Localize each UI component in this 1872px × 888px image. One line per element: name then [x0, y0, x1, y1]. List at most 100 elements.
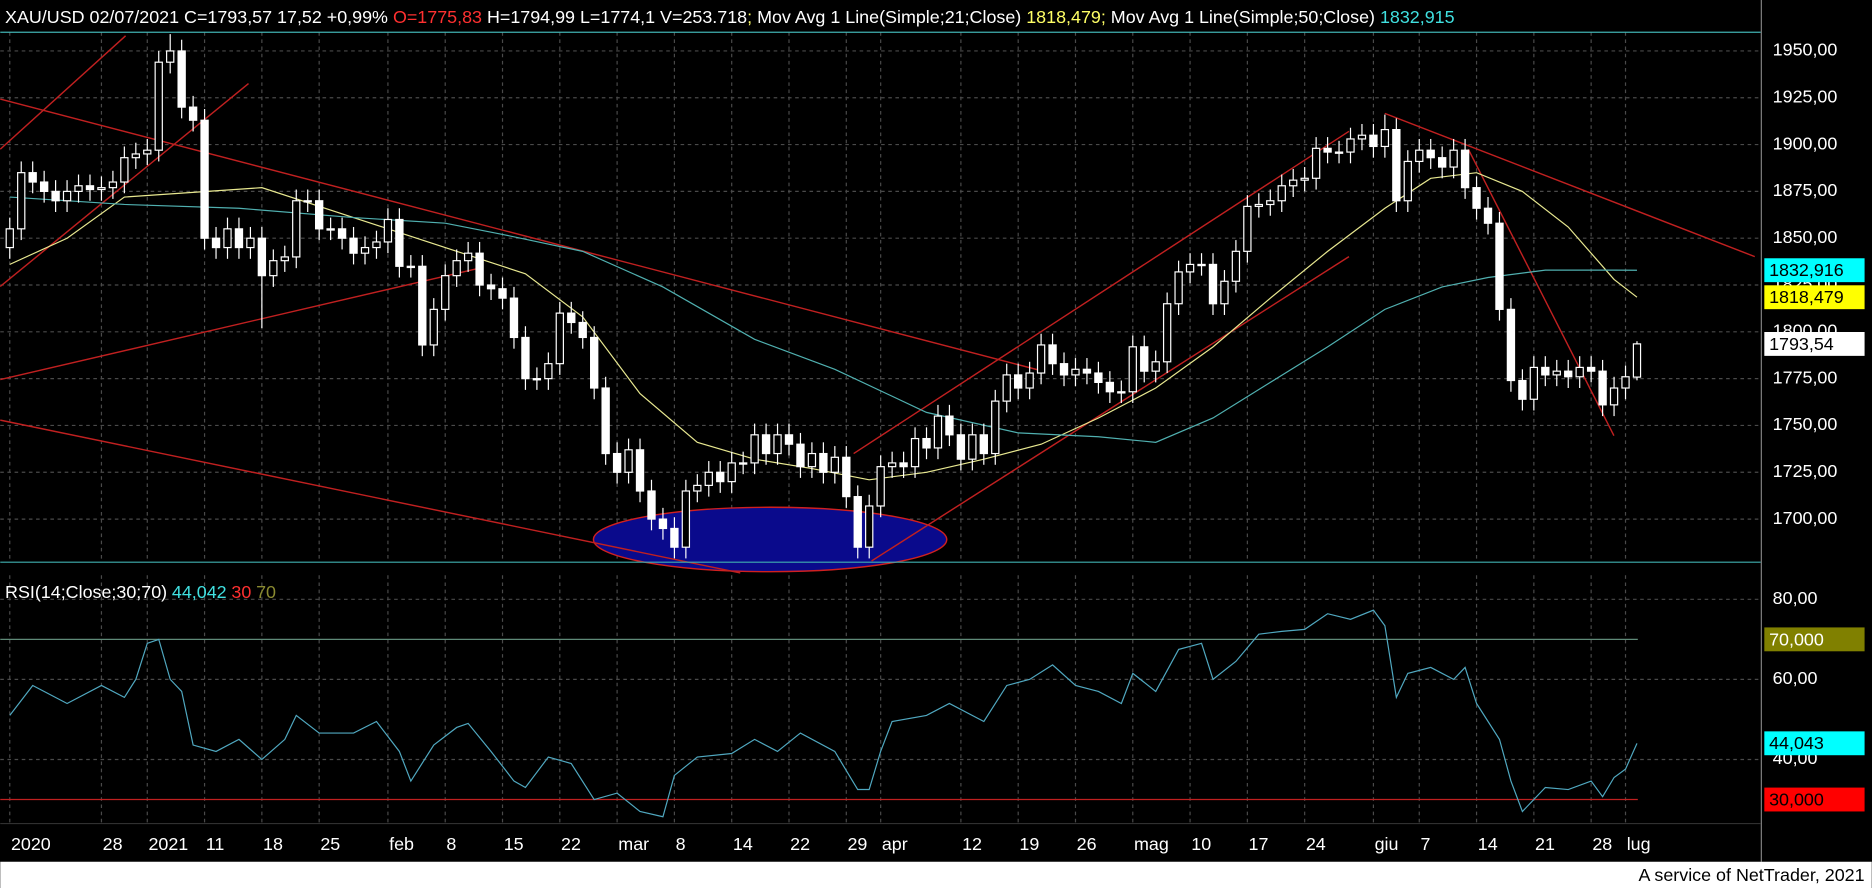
- x-tick-label: 18: [263, 834, 283, 854]
- candle-body: [1598, 370, 1607, 406]
- rsi-header-segment: 70: [256, 582, 276, 602]
- candle-body: [945, 415, 954, 436]
- candle-body: [395, 218, 404, 267]
- header-segment: O=1775,83: [393, 7, 482, 27]
- candle-body: [1392, 129, 1401, 202]
- candle-body: [1197, 263, 1206, 267]
- candle-body: [74, 185, 83, 192]
- candle-body: [1483, 207, 1493, 224]
- header-segment: Mov Avg 1 Line(Simple;21;Close): [752, 7, 1026, 27]
- value-box-label: 44,043: [1769, 733, 1824, 753]
- candle-body: [1334, 151, 1344, 154]
- candle-body: [670, 527, 679, 548]
- candle-body: [693, 484, 702, 492]
- candle-body: [1243, 205, 1252, 252]
- trend-line: [0, 419, 741, 574]
- candle-body: [509, 297, 519, 339]
- candle-body: [1472, 187, 1481, 209]
- candle-body: [1254, 203, 1264, 207]
- candle-body: [991, 400, 1000, 455]
- x-tick-label: 11: [206, 834, 225, 854]
- candle-body: [1346, 138, 1355, 153]
- x-tick-label: 2021: [148, 834, 188, 854]
- value-box-label: 30,000: [1769, 789, 1824, 809]
- candle-body: [97, 187, 106, 191]
- candle-body: [1014, 374, 1023, 389]
- value-box-label: 1832,916: [1769, 260, 1844, 280]
- candle-body: [5, 228, 14, 249]
- candle-body: [1105, 381, 1115, 393]
- candle-body: [1128, 346, 1137, 393]
- value-box-label: 1793,54: [1769, 334, 1834, 354]
- candle-body: [418, 265, 427, 346]
- candle-body: [498, 288, 507, 299]
- candle-body: [647, 490, 656, 520]
- candle-body: [337, 228, 347, 239]
- candle-body: [269, 260, 278, 277]
- candle-body: [1529, 366, 1539, 400]
- x-tick-label: 15: [504, 834, 524, 854]
- header-segment: 1818,479: [1026, 7, 1101, 27]
- x-tick-label: 25: [320, 834, 340, 854]
- x-tick-label: apr: [882, 834, 908, 854]
- candle-body: [521, 336, 530, 380]
- candle-body: [1449, 149, 1458, 168]
- candle-body: [1403, 160, 1412, 202]
- candle-body: [1380, 129, 1390, 148]
- candle-body: [120, 157, 129, 183]
- candle-body: [853, 496, 862, 548]
- rsi-header-segment: RSI(14;Close;30;70): [5, 582, 167, 602]
- candle-body: [257, 237, 267, 277]
- candle-body: [108, 181, 118, 189]
- candle-body: [360, 246, 370, 254]
- x-tick-label: 17: [1249, 834, 1269, 854]
- rsi-line: [9, 609, 1638, 818]
- candle-body: [51, 190, 60, 202]
- rsi-tick-label: 80,00: [1773, 588, 1818, 608]
- candle-body: [463, 252, 473, 262]
- x-tick-label: 2020: [11, 834, 51, 854]
- rsi-header-segment: 30: [231, 582, 251, 602]
- candle-body: [1220, 280, 1229, 305]
- candle-body: [601, 387, 610, 455]
- candle-body: [933, 415, 943, 449]
- candle-body: [899, 462, 908, 468]
- candle-body: [704, 471, 713, 486]
- trend-line: [1384, 112, 1756, 258]
- candle-body: [624, 449, 633, 473]
- candle-body: [39, 181, 49, 192]
- candle-body: [773, 434, 782, 455]
- candle-body: [372, 241, 381, 249]
- candle-body: [406, 265, 416, 269]
- candle-body: [223, 228, 232, 249]
- candle-body: [1059, 363, 1069, 376]
- candle-body: [1025, 372, 1034, 389]
- rsi-tick-label: 60,00: [1773, 668, 1818, 688]
- x-tick-label: 21: [1535, 834, 1555, 854]
- x-tick-label: 8: [676, 834, 686, 854]
- y-tick-label: 1725,00: [1773, 461, 1838, 481]
- candle-body: [1621, 376, 1630, 389]
- y-tick-label: 1850,00: [1773, 227, 1838, 247]
- candle-body: [1185, 263, 1195, 273]
- candle-body: [211, 237, 221, 249]
- x-tick-label: 22: [790, 834, 810, 854]
- candle-body: [796, 443, 805, 468]
- candle-body: [887, 462, 897, 468]
- candle-body: [807, 452, 817, 468]
- y-tick-label: 1925,00: [1773, 86, 1838, 106]
- x-tick-label: 14: [1478, 834, 1498, 854]
- rsi-header-segment: 44,042: [172, 582, 227, 602]
- candle-body: [658, 518, 668, 530]
- candle-body: [1002, 374, 1011, 402]
- x-tick-label: 26: [1077, 834, 1097, 854]
- candle-body: [1231, 250, 1241, 282]
- candle-body: [131, 153, 140, 159]
- candle-body: [429, 308, 438, 346]
- x-tick-label: 12: [962, 834, 982, 854]
- candle-body: [475, 252, 484, 286]
- candle-body: [326, 228, 335, 231]
- candle-body: [635, 449, 645, 492]
- x-tick-label: 24: [1306, 834, 1326, 854]
- trend-line: [871, 256, 1350, 562]
